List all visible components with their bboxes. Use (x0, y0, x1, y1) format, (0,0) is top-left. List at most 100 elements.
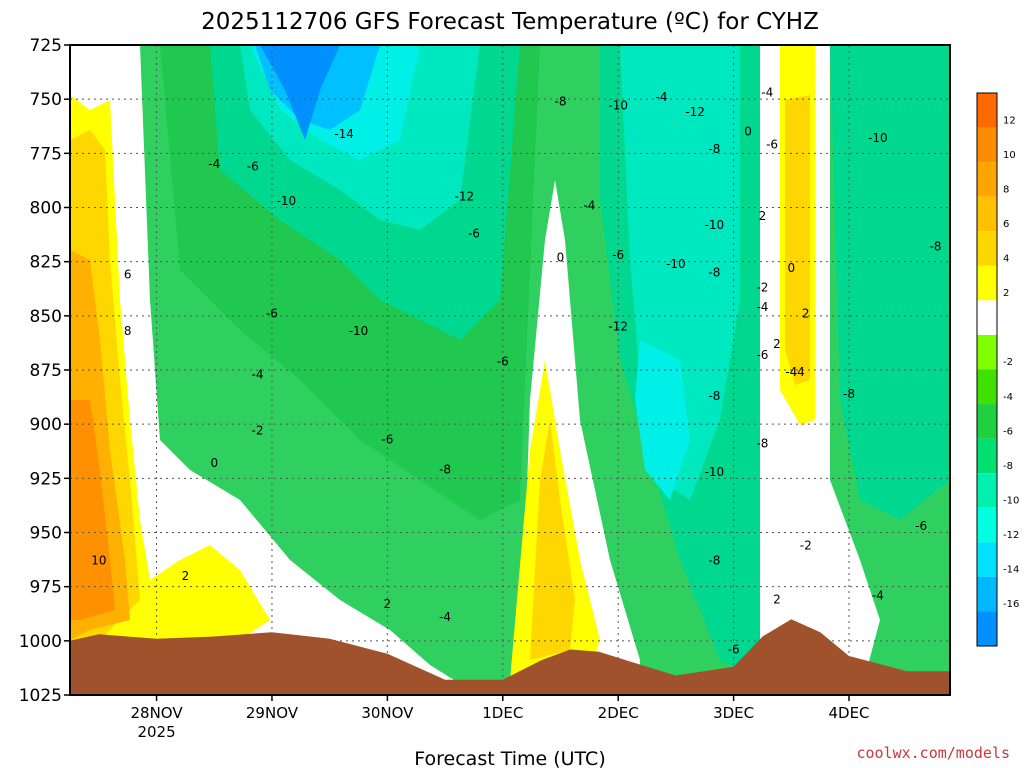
contour-label: -4 (208, 157, 220, 171)
ground-fill (70, 619, 950, 695)
contour-label: -8 (756, 437, 768, 451)
contour-label: -6 (468, 227, 480, 241)
colorbar-tick-label: 2 (1003, 288, 1009, 299)
y-tick-label: 975 (30, 578, 62, 598)
colorbar-tick-label: -6 (1003, 426, 1013, 437)
contour-label: -4 (583, 198, 595, 212)
contour-label: 0 (744, 125, 752, 139)
colorbar-tick-label: 6 (1003, 219, 1009, 230)
ground-surface (70, 619, 950, 695)
contour-label: -12 (685, 105, 705, 119)
contour-label: -8 (708, 389, 720, 403)
contour-label: -4 (439, 610, 451, 624)
temp-band-plus4-middle (530, 420, 575, 660)
colorbar-swatch (977, 127, 997, 163)
colorbar-tick-label: -4 (1003, 392, 1013, 403)
chart-title: 2025112706 GFS Forecast Temperature (ºC)… (201, 9, 819, 35)
contour-label: -8 (708, 266, 720, 280)
contour-label: 2 (773, 593, 781, 607)
contour-label: -12 (455, 190, 475, 204)
contour-label: -10 (666, 257, 686, 271)
contour-label: -6 (766, 138, 778, 152)
contour-label: -6 (497, 354, 509, 368)
contour-label: -8 (439, 463, 451, 477)
x-tick-sublabel: 2025 (137, 723, 175, 741)
colorbar-tick-label: 8 (1003, 184, 1009, 195)
contour-label: 8 (124, 324, 132, 338)
contour-label: 0 (557, 250, 565, 264)
colorbar-tick-label: -10 (1003, 495, 1019, 506)
colorbar-swatch (977, 473, 997, 508)
contour-label: -12 (608, 320, 628, 334)
temp-band-minus12-right (635, 340, 690, 500)
colorbar-swatch (977, 576, 997, 612)
y-axis: 725 750 775 800 825 850 875 900 925 950 975 1000 102… (19, 36, 70, 706)
contour-label: 2 (384, 597, 392, 611)
colorbar-tick-label: -14 (1003, 565, 1019, 576)
colorbar-swatch (977, 369, 997, 405)
y-tick-label: 925 (30, 469, 62, 489)
contour-label: -8 (843, 387, 855, 401)
y-tick-label: 900 (30, 415, 62, 435)
temp-band-minus8-far-right (830, 45, 950, 520)
colorbar-swatch (977, 196, 997, 232)
x-tick-label: 3DEC (713, 704, 754, 722)
x-tick-label: 1DEC (482, 704, 523, 722)
temp-band-zero-left (70, 45, 470, 695)
colorbar-frame (976, 92, 998, 647)
contour-label: -4 (761, 86, 773, 100)
contour-label: -8 (930, 240, 942, 254)
colorbar-tick-label: -2 (1003, 357, 1013, 368)
contour-label: 10 (91, 554, 106, 568)
y-tick-label: 850 (30, 307, 62, 327)
colorbar-tick-label: -8 (1003, 461, 1013, 472)
x-tick-label: 2DEC (598, 704, 639, 722)
colorbar-swatch (977, 231, 997, 266)
y-tick-label: 750 (30, 90, 62, 110)
colorbar-swatch (977, 507, 997, 543)
y-tick-label: 825 (30, 253, 62, 273)
contour-label: -6 (728, 643, 740, 657)
contour-label: -6 (381, 432, 393, 446)
contour-label: -8 (555, 94, 567, 108)
y-tick-label: 1000 (19, 632, 62, 652)
y-tick-label: 875 (30, 361, 62, 381)
contour-label: -10 (705, 465, 725, 479)
contour-label: 2 (773, 337, 781, 351)
contour-label: 4 (797, 365, 805, 379)
colorbar-swatch (977, 300, 997, 335)
contour-label: -10 (608, 99, 628, 113)
contour-label: -14 (334, 127, 354, 141)
contour-label: -2 (252, 424, 264, 438)
contour-label: -6 (247, 159, 259, 173)
contour-label: -6 (756, 348, 768, 362)
contour-label: -4 (252, 367, 264, 381)
x-tick-label: 4DEC (828, 704, 869, 722)
y-tick-label: 800 (30, 199, 62, 219)
temp-band-minus16 (260, 45, 340, 140)
contour-label: 0 (787, 261, 795, 275)
contour-label: 0 (210, 456, 218, 470)
colorbar-swatch (977, 438, 997, 474)
x-tick-label: 28NOV (130, 704, 183, 722)
contour-label: -8 (708, 554, 720, 568)
credit-text: coolwx.com/models (856, 744, 1010, 762)
temp-band-plus8-left (70, 400, 115, 620)
colorbar-swatch (977, 93, 997, 128)
colorbar-swatch (977, 265, 997, 301)
contour-label: -10 (868, 131, 888, 145)
contour-label: -2 (756, 281, 768, 295)
colorbar-tick-label: 10 (1003, 150, 1016, 161)
contour-label: 2 (182, 569, 190, 583)
colorbar-swatch (977, 611, 997, 646)
colorbar-swatch (977, 162, 997, 197)
colorbar-tick-label: 4 (1003, 254, 1009, 265)
x-tick-label: 30NOV (361, 704, 414, 722)
x-tick-label: 29NOV (246, 704, 299, 722)
contour-label: -10 (705, 218, 725, 232)
colorbar-tick-label: -12 (1003, 530, 1019, 541)
contour-label: -4 (872, 588, 884, 602)
contour-label: -2 (800, 539, 812, 553)
